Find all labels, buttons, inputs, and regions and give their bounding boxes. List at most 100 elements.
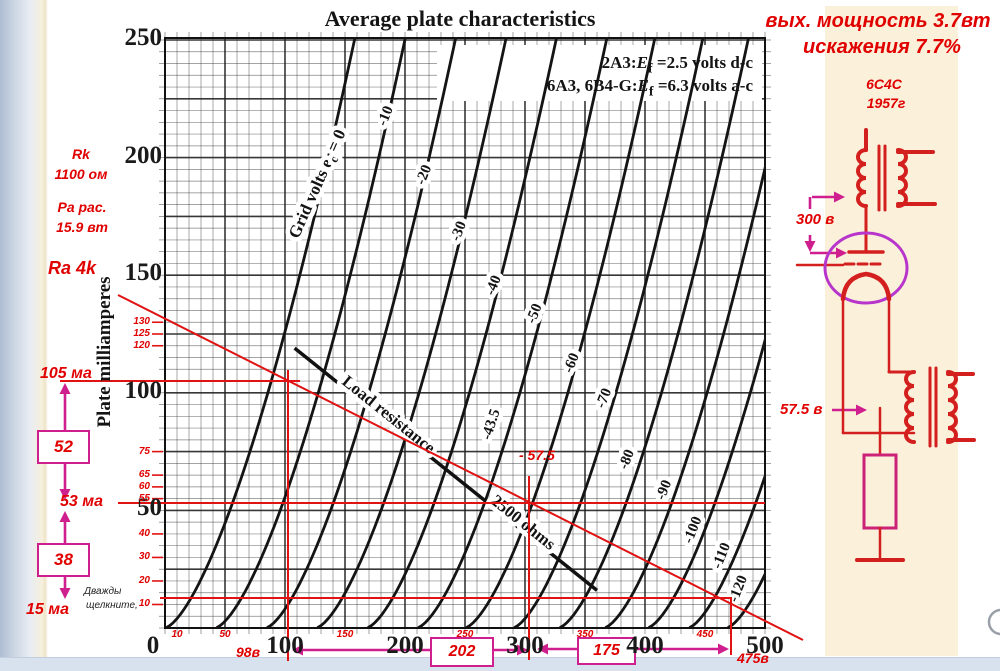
- delta52-arrow: [59, 489, 71, 500]
- red-annotations-layer: [60, 294, 804, 661]
- cathode-resistor: [862, 453, 898, 530]
- pa-dissipation-value: 15.9 вт: [56, 219, 108, 235]
- grid-curve-ec-120: [727, 568, 766, 629]
- y-red-tick-60: 60: [138, 481, 150, 492]
- rk-value: 1100 ом: [54, 166, 108, 182]
- x-red-tick-250: 250: [456, 629, 474, 640]
- y-tick-100: 100: [124, 377, 163, 404]
- x-tick-400: 400: [626, 632, 664, 659]
- delta-current-top-box: 52: [37, 430, 90, 464]
- x-red-tick-150: 150: [336, 629, 354, 640]
- delta52-arrow: [59, 383, 71, 394]
- tube-name-label: 6С4С: [866, 76, 902, 92]
- max-voltage-label: 475в: [737, 650, 769, 666]
- x-tick-500: 500: [746, 632, 784, 659]
- chart-grid: [159, 32, 771, 634]
- printed-load-line: [293, 346, 599, 592]
- x-red-tick-50: 50: [219, 629, 231, 640]
- y-tick-50: 50: [137, 494, 162, 521]
- grid-curve-ec-100: [647, 331, 766, 629]
- plate-voltage-arrow: [834, 191, 845, 203]
- bottom-strip: [0, 657, 1000, 671]
- grid-curve-ec-80: [559, 37, 751, 629]
- double-click-hint-line-2: щелкните,: [86, 600, 138, 611]
- x-tick-300: 300: [506, 632, 544, 659]
- grid-curve-ec-60: [465, 37, 657, 629]
- y-red-tick-30: 30: [138, 551, 150, 562]
- y-tick-200: 200: [124, 142, 163, 169]
- interstage-transformer: [904, 366, 976, 448]
- chart-title: Average plate characteristics: [324, 6, 596, 31]
- grid-curve-ec-10: [215, 37, 407, 629]
- bias-minus-57-label: - 57.5: [519, 447, 555, 463]
- grid-curve-ec-110: [688, 468, 766, 629]
- y-tick-150: 150: [124, 259, 163, 286]
- delta202-arrow: [292, 644, 303, 656]
- y-red-tick-120: 120: [133, 340, 150, 351]
- grid-curve-ec-70: [513, 37, 705, 629]
- delta38-arrow: [59, 588, 71, 599]
- x-red-tick-450: 450: [696, 629, 714, 640]
- grid-volts-label: Grid volts ec = 0: [284, 126, 352, 242]
- pa-dissipation-label: Ра рас.: [57, 199, 107, 215]
- double-click-hint-line-1: Дважды: [84, 586, 122, 597]
- peak-current-label: 105 ма: [40, 365, 92, 382]
- y-red-tick-55: 55: [138, 493, 150, 504]
- grid-bias-label: 57.5 в: [780, 401, 823, 418]
- schematic: [795, 128, 976, 562]
- tube-condition-line-1: 2A3:Ef =2.5 volts d-c: [601, 53, 753, 77]
- x-tick-0: 0: [146, 632, 160, 659]
- tube-symbol: [795, 204, 909, 305]
- grid-curve-ec-50: [417, 37, 609, 629]
- corner-watermark-arc: [987, 608, 1000, 636]
- printed-curves-layer: [165, 37, 766, 629]
- output-transformer: [856, 128, 937, 212]
- delta38-arrow: [59, 511, 71, 522]
- y-red-tick-130: 130: [133, 316, 150, 327]
- y-red-tick-40: 40: [138, 528, 150, 539]
- load-resistance-ra-label: Ra 4k: [48, 258, 97, 278]
- tube-condition-line-2: 6A3, 6B4-G:Ef =6.3 volts a-c: [546, 76, 753, 100]
- voltage-swing-right-box: 175: [577, 637, 636, 665]
- plate-voltage-arrow: [804, 241, 816, 252]
- min-current-label: 15 ма: [26, 601, 69, 618]
- grid-curve-ec-90: [604, 157, 766, 629]
- y-red-tick-10: 10: [138, 598, 150, 609]
- y-red-tick-20: 20: [138, 575, 150, 586]
- filament: [840, 271, 892, 302]
- grid-curve-ec-40: [367, 37, 559, 629]
- grid-bias-arrow: [856, 404, 867, 416]
- delta202-arrow: [517, 644, 528, 656]
- red-load-line: [117, 294, 804, 641]
- bias-annotation-label: -43.5: [479, 407, 504, 442]
- y-red-tick-65: 65: [138, 469, 150, 480]
- curve-label--120: -120: [726, 573, 751, 604]
- y-axis-title: Plate milliamperes: [94, 276, 115, 428]
- driver-stage: [841, 297, 976, 562]
- rk-label: Rk: [72, 146, 90, 162]
- min-voltage-label: 98в: [236, 644, 261, 660]
- x-tick-200: 200: [386, 632, 424, 659]
- quiescent-current-label: 53 ма: [60, 493, 103, 510]
- y-tick-250: 250: [124, 24, 163, 51]
- plot-border: [164, 37, 766, 629]
- grid-curve-ec0: [165, 37, 357, 629]
- x-red-tick-350: 350: [576, 629, 594, 640]
- output-power-note: вых. мощность 3.7вт: [765, 10, 991, 32]
- grid-curve-ec-20: [266, 37, 458, 629]
- grid-curve-ec-30: [316, 37, 508, 629]
- y-red-tick-75: 75: [138, 446, 150, 457]
- curve-label--20: -20: [413, 163, 435, 188]
- y-red-tick-125: 125: [133, 328, 150, 339]
- delta175-arrow: [537, 643, 548, 655]
- delta-current-bottom-box: 38: [37, 543, 90, 577]
- magenta-arrows-layer: [59, 191, 867, 656]
- curve-label--10: -10: [375, 104, 397, 129]
- tube-year-label: 1957г: [866, 95, 906, 111]
- distortion-note: искажения 7.7%: [803, 36, 961, 58]
- plate-voltage-arrow: [836, 247, 847, 259]
- beige-side-panel: [825, 6, 958, 656]
- voltage-swing-left-box: 202: [430, 637, 494, 667]
